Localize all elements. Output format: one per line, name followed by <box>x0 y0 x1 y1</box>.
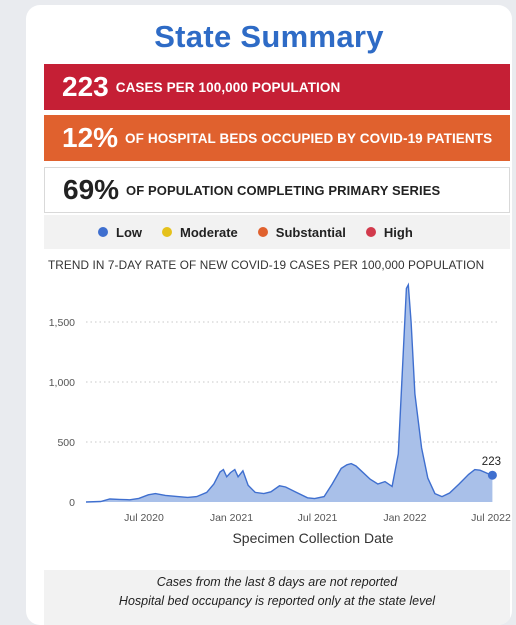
beds-label: OF HOSPITAL BEDS OCCUPIED BY COVID-19 PA… <box>125 130 493 146</box>
footnote-unreported-cases: Cases from the last 8 days are not repor… <box>156 575 398 589</box>
y-tick-label: 500 <box>57 437 75 449</box>
legend-dot-substantial <box>257 227 268 237</box>
legend-label-low: Low <box>116 224 142 240</box>
legend-dot-moderate <box>162 227 172 237</box>
trend-chart: 0 500 1,000 1,500 Jul 2020 Jan 2021 Jul 2021 Ja… <box>49 282 511 546</box>
y-tick-label: 0 <box>69 497 75 509</box>
y-tick-label: 1,500 <box>49 317 75 329</box>
latest-value-marker <box>487 470 497 480</box>
cases-value: 223 <box>62 71 109 102</box>
latest-value-label: 223 <box>482 456 501 468</box>
hospital-beds-band: 12% OF HOSPITAL BEDS OCCUPIED BY COVID-1… <box>44 115 510 161</box>
footnote-bed-occupancy: Hospital bed occupancy is reported only … <box>118 594 436 608</box>
legend-dot-high <box>365 227 376 237</box>
cases-label: CASES PER 100,000 POPULATION <box>115 79 341 95</box>
case-rate-area <box>86 284 493 502</box>
y-tick-label: 1,000 <box>49 377 75 389</box>
x-tick-label: Jul 2022 <box>471 512 511 524</box>
vaccination-band: 69% OF POPULATION COMPLETING PRIMARY SER… <box>44 167 510 213</box>
case-rate-line <box>85 282 493 503</box>
state-summary-card: State Summary 223 CASES PER 100,000 POPU… <box>26 5 512 625</box>
vaccination-label: OF POPULATION COMPLETING PRIMARY SERIES <box>126 182 441 198</box>
legend-item-substantial: Substantial <box>257 224 346 240</box>
legend-label-substantial: Substantial <box>275 224 346 240</box>
level-legend: Low Moderate Substantial High <box>44 215 510 249</box>
legend-item-moderate: Moderate <box>162 225 238 240</box>
x-tick-label: Jan 2021 <box>210 512 253 524</box>
legend-item-low: Low <box>98 225 142 240</box>
x-tick-label: Jul 2020 <box>124 512 164 524</box>
legend-item-high: High <box>365 224 413 240</box>
legend-label-moderate: Moderate <box>180 224 238 240</box>
legend-label-high: High <box>383 224 413 240</box>
x-tick-label: Jul 2021 <box>298 512 338 524</box>
cases-band: 223 CASES PER 100,000 POPULATION <box>44 64 510 110</box>
legend-dot-low <box>98 227 108 237</box>
vaccination-value: 69% <box>63 174 120 205</box>
page-title: State Summary <box>154 19 384 54</box>
footnotes: Cases from the last 8 days are not repor… <box>44 570 510 625</box>
beds-value: 12% <box>62 122 119 153</box>
chart-title: TREND IN 7-DAY RATE OF NEW COVID-19 CASE… <box>48 258 485 272</box>
x-tick-label: Jan 2022 <box>383 512 426 524</box>
x-axis-title: Specimen Collection Date <box>232 530 393 546</box>
